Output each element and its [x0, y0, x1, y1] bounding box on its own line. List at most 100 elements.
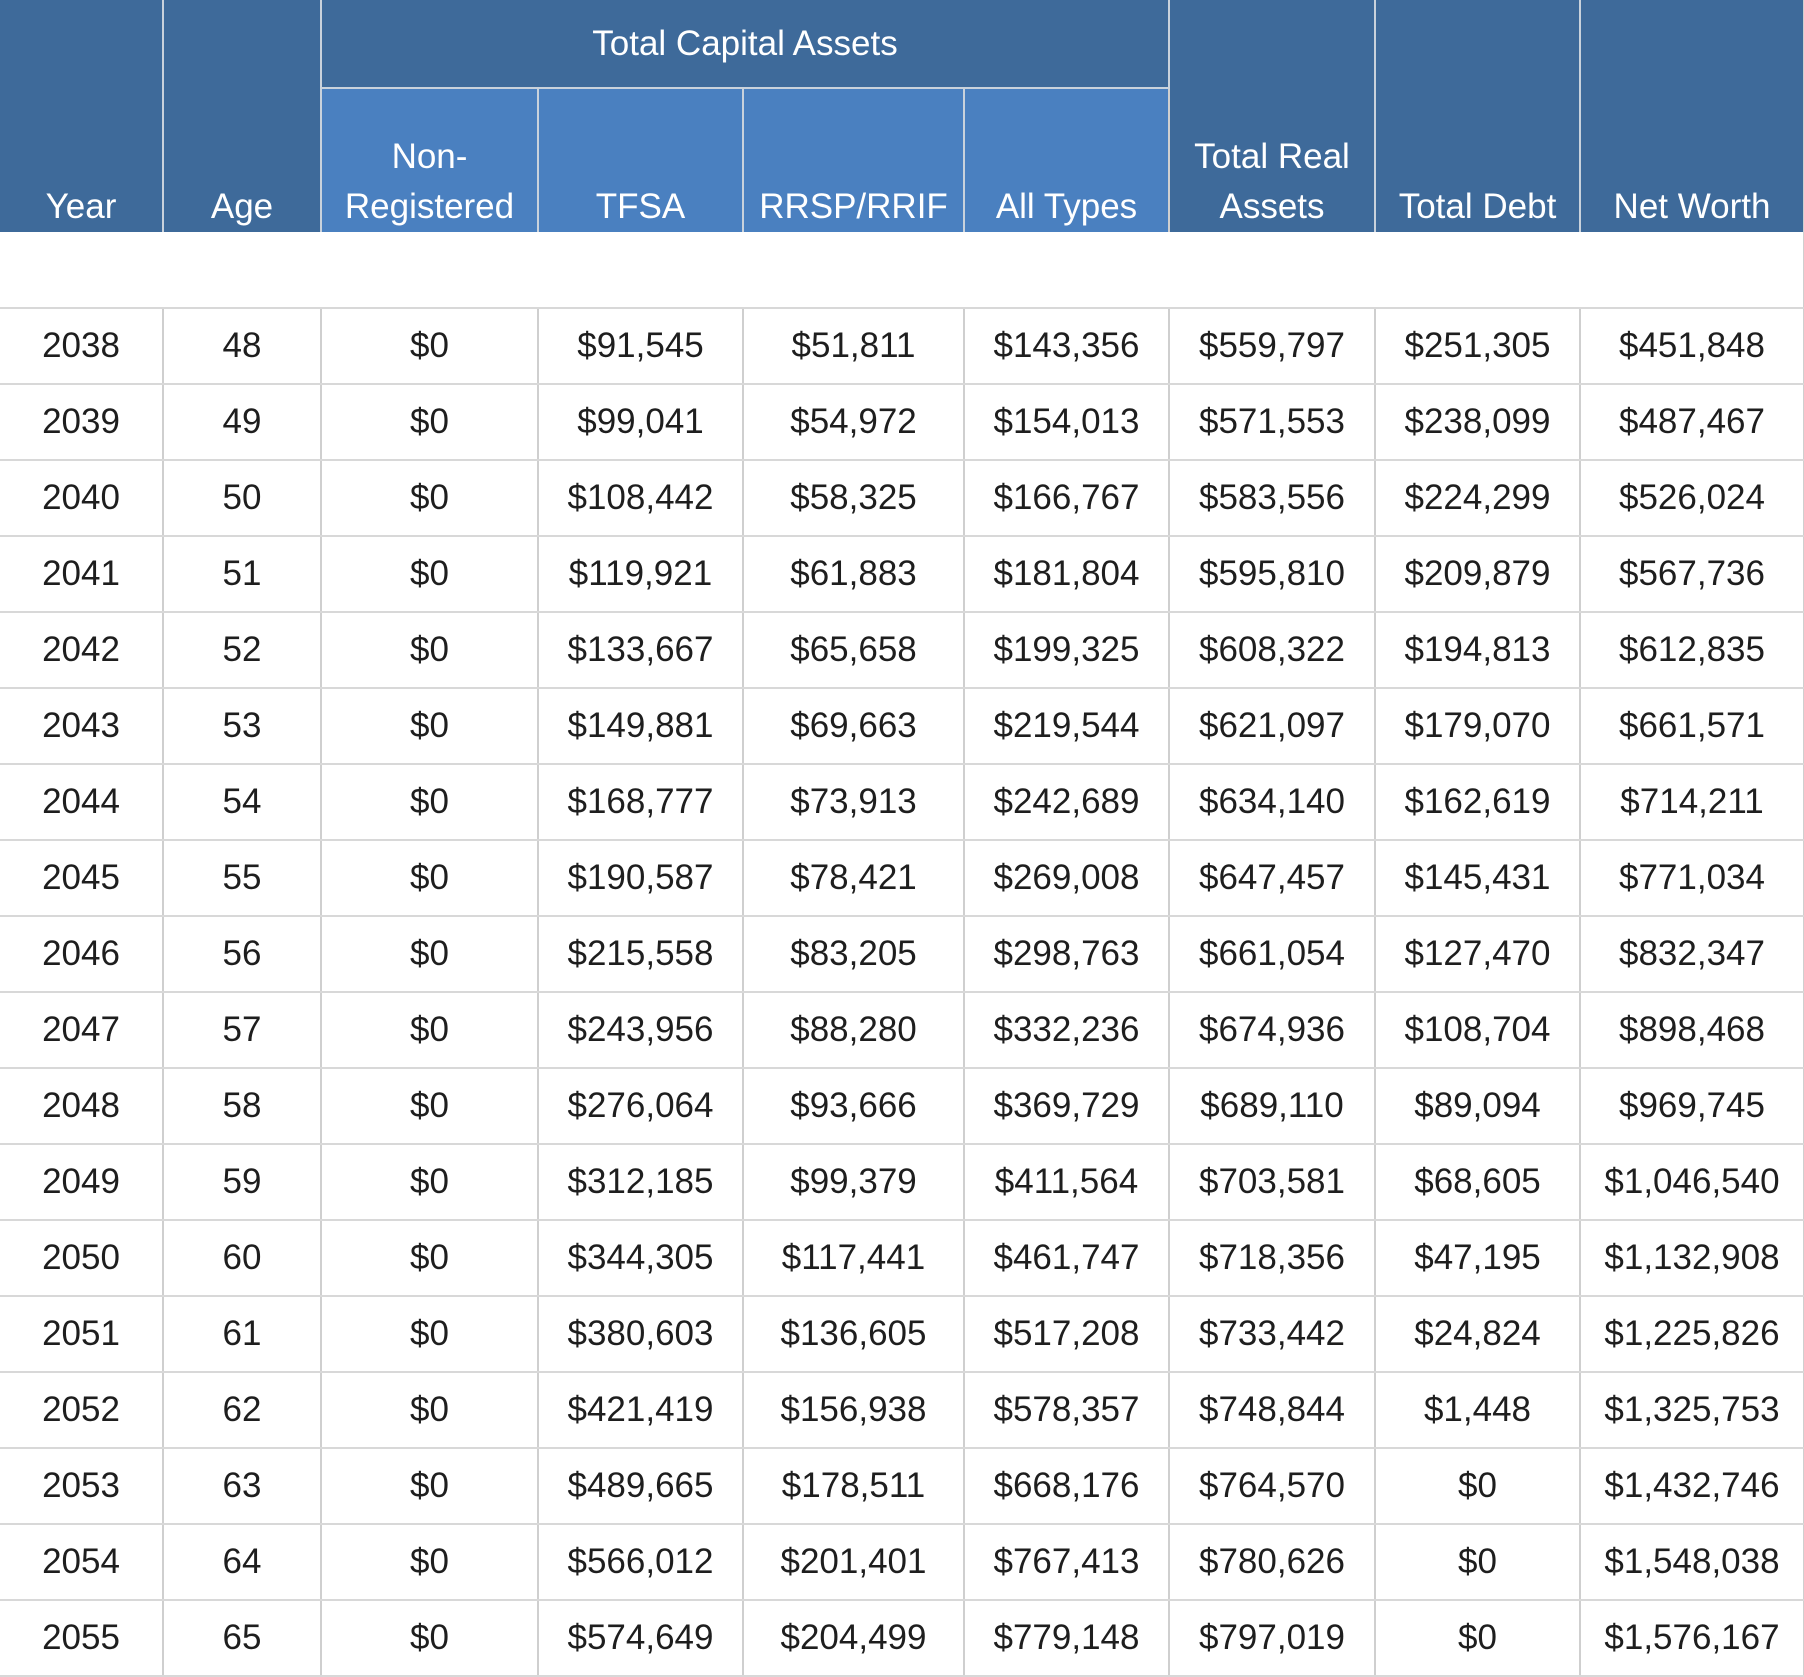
- header-separator-cell: [0, 232, 1804, 309]
- cell-non-registered: $0: [321, 1372, 539, 1449]
- cell-total-real-assets: $608,322: [1169, 612, 1376, 689]
- cell-all-types: $181,804: [964, 536, 1170, 613]
- cell-total-real-assets: $661,054: [1169, 916, 1376, 993]
- column-header-age: Age: [163, 0, 322, 232]
- cell-non-registered: $0: [321, 1068, 539, 1145]
- cell-year: 2041: [0, 536, 164, 613]
- cell-all-types: $779,148: [964, 1600, 1170, 1677]
- cell-all-types: $242,689: [964, 764, 1170, 841]
- cell-tfsa: $243,956: [538, 992, 744, 1069]
- cell-net-worth: $567,736: [1580, 536, 1804, 613]
- cell-year: 2046: [0, 916, 164, 993]
- cell-age: 56: [163, 916, 322, 993]
- table-header: Year Age Total Capital Assets Total Real…: [0, 0, 1804, 232]
- cell-total-debt: $209,879: [1375, 536, 1581, 613]
- cell-age: 55: [163, 840, 322, 917]
- cell-tfsa: $91,545: [538, 308, 744, 385]
- cell-total-debt: $0: [1375, 1600, 1581, 1677]
- cell-rrsp-rrif: $178,511: [743, 1448, 965, 1525]
- cell-all-types: $199,325: [964, 612, 1170, 689]
- cell-net-worth: $612,835: [1580, 612, 1804, 689]
- cell-net-worth: $1,046,540: [1580, 1144, 1804, 1221]
- cell-non-registered: $0: [321, 1448, 539, 1525]
- table-row: 2039 49 $0 $99,041 $54,972 $154,013 $571,553 $2…: [0, 384, 1804, 461]
- cell-net-worth: $1,548,038: [1580, 1524, 1804, 1601]
- cell-age: 59: [163, 1144, 322, 1221]
- column-header-non-registered: Non- Registered: [321, 88, 539, 232]
- cell-tfsa: $489,665: [538, 1448, 744, 1525]
- cell-total-real-assets: $689,110: [1169, 1068, 1376, 1145]
- column-header-net-worth: Net Worth: [1580, 0, 1804, 232]
- cell-tfsa: $312,185: [538, 1144, 744, 1221]
- cell-age: 58: [163, 1068, 322, 1145]
- cell-net-worth: $969,745: [1580, 1068, 1804, 1145]
- cell-year: 2053: [0, 1448, 164, 1525]
- table-row: 2054 64 $0 $566,012 $201,401 $767,413 $780,626…: [0, 1524, 1804, 1601]
- column-header-total-real-assets: Total Real Assets: [1169, 0, 1376, 232]
- cell-year: 2045: [0, 840, 164, 917]
- cell-net-worth: $1,225,826: [1580, 1296, 1804, 1373]
- cell-all-types: $269,008: [964, 840, 1170, 917]
- cell-all-types: $517,208: [964, 1296, 1170, 1373]
- cell-rrsp-rrif: $204,499: [743, 1600, 965, 1677]
- cell-net-worth: $661,571: [1580, 688, 1804, 765]
- table-row: 2051 61 $0 $380,603 $136,605 $517,208 $733,442…: [0, 1296, 1804, 1373]
- cell-year: 2047: [0, 992, 164, 1069]
- table-row: 2040 50 $0 $108,442 $58,325 $166,767 $583,556 $…: [0, 460, 1804, 537]
- cell-year: 2049: [0, 1144, 164, 1221]
- table-row: 2047 57 $0 $243,956 $88,280 $332,236 $674,936 $…: [0, 992, 1804, 1069]
- cell-total-real-assets: $733,442: [1169, 1296, 1376, 1373]
- cell-net-worth: $451,848: [1580, 308, 1804, 385]
- cell-non-registered: $0: [321, 308, 539, 385]
- cell-year: 2040: [0, 460, 164, 537]
- cell-age: 64: [163, 1524, 322, 1601]
- cell-year: 2039: [0, 384, 164, 461]
- cell-rrsp-rrif: $117,441: [743, 1220, 965, 1297]
- table-row: 2044 54 $0 $168,777 $73,913 $242,689 $634,140 $…: [0, 764, 1804, 841]
- cell-tfsa: $108,442: [538, 460, 744, 537]
- cell-non-registered: $0: [321, 1296, 539, 1373]
- cell-age: 60: [163, 1220, 322, 1297]
- table-row: 2041 51 $0 $119,921 $61,883 $181,804 $595,810 $…: [0, 536, 1804, 613]
- column-header-tfsa: TFSA: [538, 88, 744, 232]
- cell-total-real-assets: $780,626: [1169, 1524, 1376, 1601]
- column-header-total-debt: Total Debt: [1375, 0, 1581, 232]
- cell-tfsa: $215,558: [538, 916, 744, 993]
- cell-tfsa: $421,419: [538, 1372, 744, 1449]
- cell-tfsa: $119,921: [538, 536, 744, 613]
- cell-age: 49: [163, 384, 322, 461]
- cell-all-types: $219,544: [964, 688, 1170, 765]
- cell-total-real-assets: $674,936: [1169, 992, 1376, 1069]
- header-separator: [0, 232, 1804, 309]
- cell-tfsa: $566,012: [538, 1524, 744, 1601]
- cell-all-types: $411,564: [964, 1144, 1170, 1221]
- cell-total-debt: $224,299: [1375, 460, 1581, 537]
- cell-total-debt: $89,094: [1375, 1068, 1581, 1145]
- table-row: 2043 53 $0 $149,881 $69,663 $219,544 $621,097 $…: [0, 688, 1804, 765]
- cell-year: 2054: [0, 1524, 164, 1601]
- cell-total-real-assets: $559,797: [1169, 308, 1376, 385]
- cell-tfsa: $168,777: [538, 764, 744, 841]
- cell-year: 2044: [0, 764, 164, 841]
- table-row: 2052 62 $0 $421,419 $156,938 $578,357 $748,844…: [0, 1372, 1804, 1449]
- table-row: 2045 55 $0 $190,587 $78,421 $269,008 $647,457 $…: [0, 840, 1804, 917]
- table-body: 2038 48 $0 $91,545 $51,811 $143,356 $559,797 $2…: [0, 232, 1804, 1677]
- cell-age: 54: [163, 764, 322, 841]
- table-row: 2049 59 $0 $312,185 $99,379 $411,564 $703,581 $…: [0, 1144, 1804, 1221]
- cell-all-types: $143,356: [964, 308, 1170, 385]
- cell-non-registered: $0: [321, 384, 539, 461]
- cell-total-real-assets: $583,556: [1169, 460, 1376, 537]
- cell-net-worth: $714,211: [1580, 764, 1804, 841]
- cell-rrsp-rrif: $65,658: [743, 612, 965, 689]
- cell-non-registered: $0: [321, 688, 539, 765]
- cell-non-registered: $0: [321, 1144, 539, 1221]
- cell-total-real-assets: $595,810: [1169, 536, 1376, 613]
- cell-age: 48: [163, 308, 322, 385]
- cell-net-worth: $487,467: [1580, 384, 1804, 461]
- cell-tfsa: $574,649: [538, 1600, 744, 1677]
- cell-tfsa: $133,667: [538, 612, 744, 689]
- cell-rrsp-rrif: $54,972: [743, 384, 965, 461]
- column-header-year: Year: [0, 0, 164, 232]
- cell-non-registered: $0: [321, 1220, 539, 1297]
- cell-total-debt: $108,704: [1375, 992, 1581, 1069]
